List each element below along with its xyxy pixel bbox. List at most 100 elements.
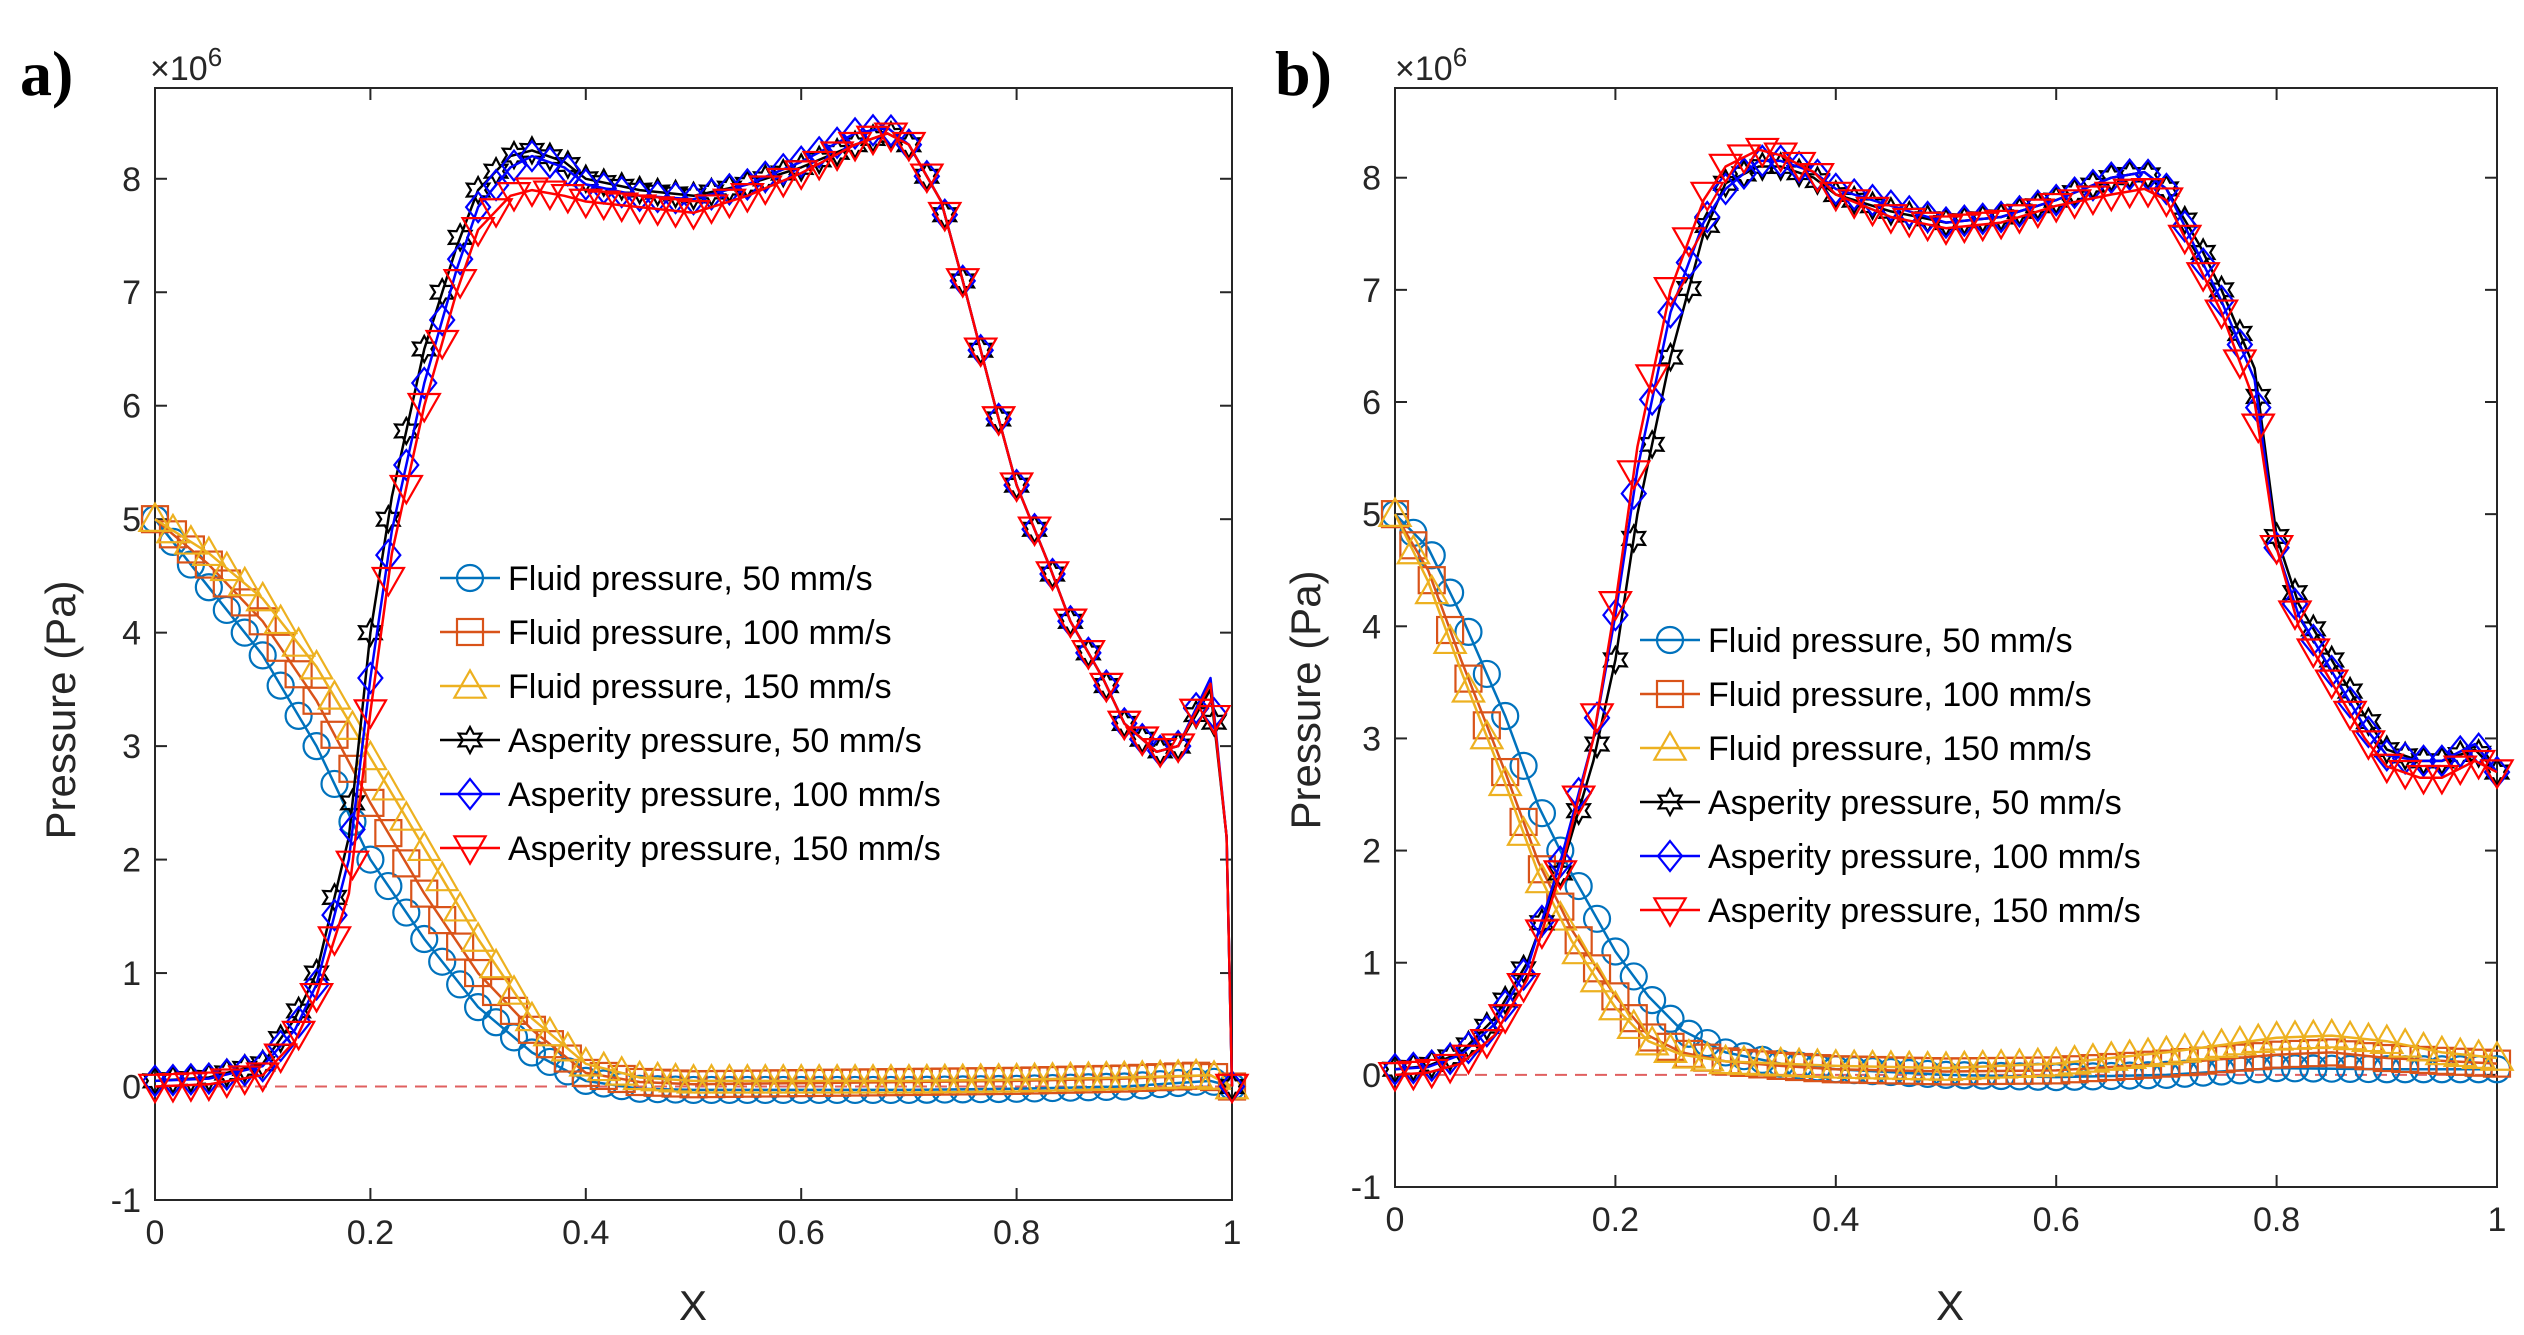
data-point-b: [1799, 163, 1835, 194]
data-point-a: [697, 1069, 726, 1099]
panel-a: a) ×106 Pressure (Pa) X 0 0.2 0.4 0.6 0.8 1-1…: [20, 38, 1250, 1329]
data-point-b: [1414, 573, 1450, 605]
legend-marker-a: [455, 563, 485, 593]
data-point-b: [1506, 972, 1542, 1004]
data-point-b: [2259, 1020, 2295, 1051]
legend-item-b: Fluid pressure, 150 mm/s: [1640, 730, 2092, 768]
legend-item-a: Fluid pressure, 150 mm/s: [440, 668, 892, 706]
data-point-b: [1395, 1060, 1431, 1092]
data-point-b: [1983, 209, 2019, 241]
data-point-a: [855, 125, 891, 157]
data-point-a: [676, 200, 711, 231]
data-point-b: [2259, 534, 2295, 566]
data-point-a: [1106, 710, 1142, 742]
data-point-a: [931, 199, 959, 231]
data-point-b: [1675, 273, 1703, 304]
data-point-b: [1561, 785, 1597, 817]
data-point-b: [2153, 172, 2180, 206]
data-point-a: [550, 1030, 586, 1062]
data-point-a: [693, 1063, 729, 1094]
data-point-b: [2116, 157, 2144, 192]
data-point-a: [819, 141, 855, 173]
data-point-a: [302, 732, 331, 761]
y-tick-label-a: 5: [122, 501, 141, 539]
legend-item-a: Asperity pressure, 100 mm/s: [440, 776, 941, 814]
data-point-a: [661, 1069, 690, 1098]
data-point-a: [622, 194, 658, 225]
data-point-a: [1052, 1060, 1088, 1092]
data-point-a: [985, 403, 1012, 435]
data-point-b: [1877, 189, 1905, 223]
x-tick-label-a: 0.8: [993, 1214, 1040, 1252]
data-point-b: [2093, 1040, 2129, 1071]
y-tick-label-b: 8: [1362, 160, 1381, 198]
data-point-a: [586, 190, 622, 222]
data-point-a: [1196, 704, 1232, 736]
data-point-b: [1712, 172, 1739, 206]
data-point-a: [500, 148, 528, 183]
data-point-b: [1491, 701, 1520, 731]
legend-label-a: Fluid pressure, 50 mm/s: [508, 560, 873, 598]
data-point-b: [1946, 1049, 1982, 1081]
data-point-a: [625, 1067, 654, 1097]
data-point-a: [357, 661, 384, 695]
y-tick-label-a: -1: [111, 1182, 141, 1220]
x-tick-label-a: 0.2: [347, 1214, 394, 1252]
data-point-a: [339, 812, 366, 847]
data-point-b: [1377, 496, 1413, 527]
data-point-b: [1913, 1057, 1942, 1086]
data-point-b: [2461, 1038, 2497, 1069]
series-group-b: [1377, 137, 2515, 1093]
data-point-a: [478, 947, 514, 979]
data-point-b: [1968, 1057, 1997, 1086]
legend-marker-b: [1652, 897, 1688, 928]
data-point-b: [1450, 672, 1486, 703]
data-point-a: [374, 871, 403, 901]
data-point-a: [783, 1063, 819, 1094]
data-point-a: [662, 181, 689, 215]
data-point-b: [1491, 988, 1519, 1023]
data-point-b: [2148, 187, 2184, 218]
legend-label-a: Asperity pressure, 50 mm/s: [508, 722, 922, 760]
data-point-b: [2424, 1034, 2460, 1066]
data-point-a: [334, 850, 370, 882]
data-point-b: [1781, 1046, 1817, 1078]
data-point-b: [2350, 730, 2386, 761]
legend-a: Fluid pressure, 50 mm/s Fluid pressure, 1…: [440, 560, 941, 868]
data-point-b: [1784, 1052, 1814, 1082]
data-point-a: [909, 163, 945, 195]
data-point-b: [2112, 1038, 2148, 1069]
exponent-base-b: ×10: [1395, 50, 1453, 88]
data-point-b: [1634, 364, 1670, 395]
data-point-a: [967, 334, 995, 366]
data-point-a: [751, 1069, 780, 1098]
data-point-a: [263, 603, 299, 635]
data-point-a: [191, 1071, 227, 1103]
data-point-a: [1088, 1060, 1124, 1091]
data-point-a: [765, 1063, 801, 1094]
data-point-b: [1395, 533, 1431, 565]
data-point-b: [1619, 962, 1648, 991]
data-point-a: [191, 535, 227, 567]
data-point-b: [2442, 1036, 2478, 1068]
data-point-b: [1473, 1014, 1501, 1048]
data-point-b: [1836, 189, 1872, 220]
data-point-b: [1671, 1037, 1707, 1069]
data-point-b: [2299, 1039, 2328, 1068]
data-point-a: [963, 1062, 999, 1093]
data-point-b: [1487, 765, 1523, 797]
data-point-a: [140, 505, 170, 534]
legend-marker-b: [1655, 625, 1685, 655]
data-point-b: [1712, 167, 1739, 199]
legend-marker-a: [456, 724, 484, 756]
data-point-b: [1450, 1044, 1486, 1076]
data-point-a: [729, 182, 765, 214]
data-point-a: [927, 1062, 963, 1094]
data-point-a: [195, 1062, 223, 1093]
data-point-b: [2355, 715, 2382, 749]
data-point-b: [1634, 1024, 1670, 1056]
data-point-b: [1583, 728, 1611, 760]
data-point-a: [410, 879, 439, 908]
data-point-b: [1602, 644, 1629, 676]
data-point-a: [747, 175, 783, 207]
